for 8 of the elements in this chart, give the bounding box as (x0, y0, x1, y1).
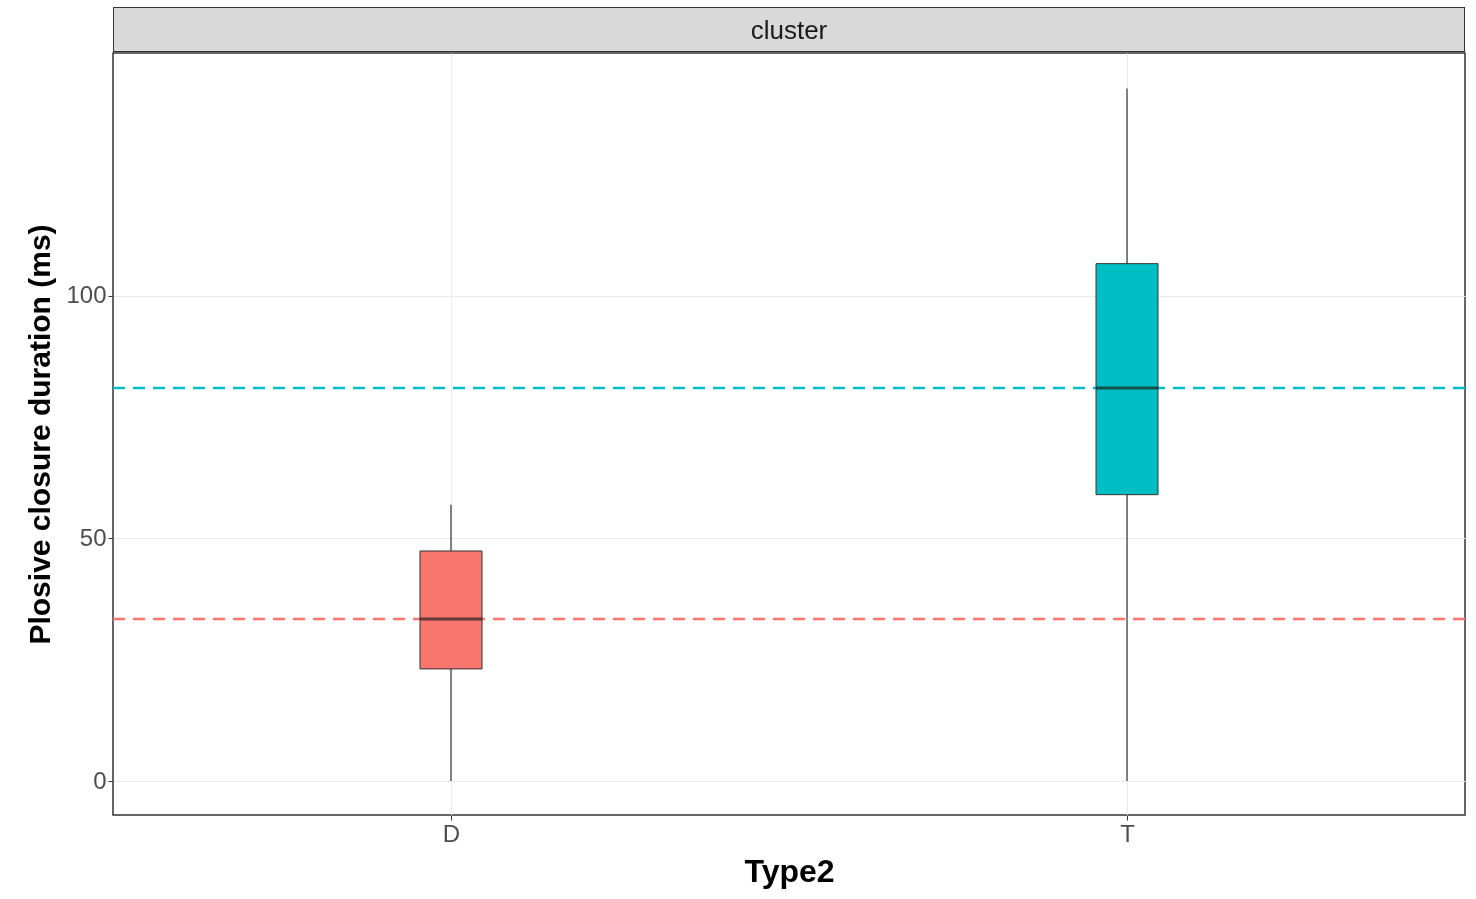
chart-title: cluster (113, 7, 1465, 52)
y-axis-title: Plosive closure duration (ms) (23, 224, 57, 645)
x-axis-title: Type2 (744, 852, 835, 889)
y-tick-label: 50 (79, 523, 107, 551)
x-tick-label: D (442, 819, 461, 847)
x-tick-label: T (1120, 819, 1136, 847)
y-tick-label: 100 (66, 281, 107, 309)
y-tick-label: 0 (93, 766, 107, 794)
